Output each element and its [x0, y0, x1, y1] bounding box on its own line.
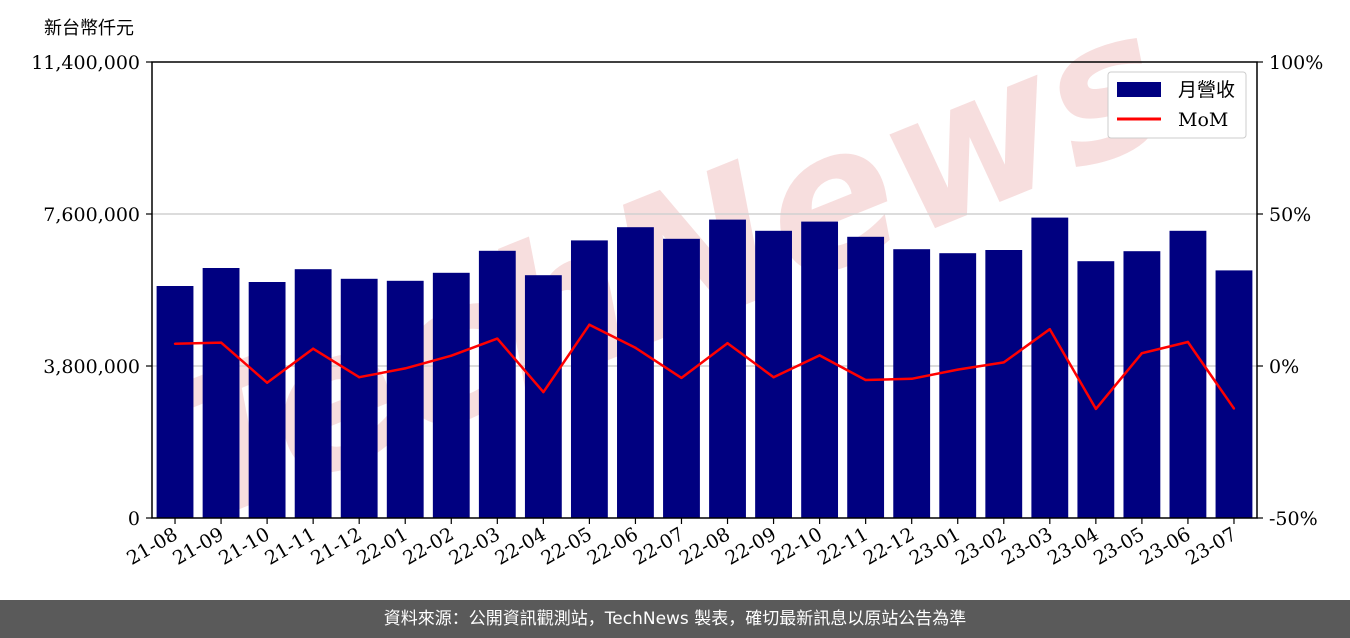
revenue-bar [294, 269, 332, 518]
revenue-bar [893, 249, 931, 518]
x-tick-label: 22-02 [399, 523, 457, 569]
mom-point [1186, 340, 1190, 344]
revenue-bar [985, 250, 1023, 518]
legend-label-mom: MoM [1178, 109, 1228, 131]
revenue-bar [202, 268, 240, 518]
y-axis-unit-label: 新台幣仟元 [44, 18, 134, 39]
legend: 月營收 MoM [1107, 71, 1247, 139]
mom-point [1002, 361, 1005, 364]
x-tick-label: 23-05 [1090, 523, 1148, 569]
source-footer: 資料來源：公開資訊觀測站，TechNews 製表，確切最新訊息以原站公告為準 [0, 600, 1350, 638]
gridlines [152, 213, 1257, 367]
x-tick-label: 22-10 [768, 523, 826, 569]
x-tick-label: 23-02 [952, 523, 1010, 569]
revenue-bar [1077, 261, 1115, 518]
x-tick-label: 22-12 [860, 523, 918, 569]
x-tick-label: 22-01 [353, 523, 411, 569]
revenue-bar [755, 230, 792, 519]
mom-point [173, 342, 177, 346]
plot-frame [151, 61, 1258, 519]
x-tick-label: 22-07 [630, 523, 688, 569]
x-tick-label: 23-03 [998, 523, 1056, 569]
revenue-bar [156, 286, 194, 518]
mom-point [1232, 407, 1236, 410]
x-tick-label: 22-11 [814, 523, 872, 569]
mom-point [910, 377, 913, 380]
revenue-bar [340, 278, 378, 518]
mom-point [404, 367, 407, 370]
mom-point [956, 368, 959, 371]
x-tick-label: 22-05 [537, 523, 595, 569]
revenue-bar [248, 282, 286, 518]
y-right-tick-label: 50% [1269, 204, 1311, 226]
revenue-bars [156, 217, 1253, 519]
mom-point [680, 376, 683, 380]
mom-point [818, 354, 821, 357]
revenue-bar [709, 219, 746, 518]
mom-point [634, 346, 637, 349]
revenue-bar [617, 227, 654, 518]
x-tick-label: 21-12 [307, 523, 365, 569]
y-right-tick-label: 0% [1269, 356, 1299, 378]
mom-point [496, 337, 499, 340]
revenue-bar [939, 253, 977, 518]
x-tick-label: 21-08 [123, 523, 181, 569]
y-left-tick-label: 7,600,000 [43, 204, 140, 226]
x-tick-label: 22-04 [491, 523, 549, 569]
revenue-bar [847, 236, 885, 519]
revenue-bar [478, 250, 516, 519]
revenue-bar [1123, 251, 1161, 518]
mom-point [542, 390, 545, 394]
mom-point [219, 341, 223, 344]
mom-point [864, 378, 867, 382]
y-right-tick-label: -50% [1269, 508, 1318, 530]
y-right-tick-label: 100% [1269, 52, 1323, 74]
x-tick-label: 22-06 [583, 523, 641, 569]
x-tick-label: 23-07 [1182, 523, 1240, 569]
x-tick-label: 22-09 [722, 523, 780, 569]
y-left-tick-label: 3,800,000 [43, 356, 140, 378]
mom-point [357, 376, 361, 379]
mom-line-layer [173, 323, 1236, 411]
revenue-bar [801, 221, 839, 518]
revenue-bar [570, 240, 608, 518]
y-left-tick-label: 11,400,000 [31, 52, 140, 74]
x-tick-label: 22-03 [445, 523, 503, 569]
mom-point [1094, 407, 1098, 411]
x-tick-label: 23-06 [1136, 523, 1194, 569]
legend-label-revenue: 月營收 [1178, 79, 1235, 101]
revenue-bar [524, 275, 562, 518]
chart: TechNews 03,800,0007,600,00011,400,000-5… [31, 0, 1323, 570]
revenue-bar [386, 280, 424, 518]
revenue-bar [1169, 230, 1207, 519]
x-tick-label: 22-08 [676, 523, 734, 569]
revenue-bar [432, 272, 470, 518]
mom-point [265, 381, 269, 384]
mom-point [726, 342, 729, 345]
legend-bar-swatch [1117, 82, 1161, 97]
mom-line [174, 323, 1236, 411]
y-left-tick-label: 0 [128, 508, 140, 530]
x-tick-label: 23-01 [906, 523, 964, 569]
mom-point [450, 354, 453, 357]
revenue-bar [1215, 270, 1253, 518]
x-tick-label: 23-04 [1044, 523, 1102, 569]
mom-point [311, 347, 315, 350]
mom-point [1048, 328, 1052, 331]
mom-point [588, 323, 591, 326]
mom-point [772, 376, 775, 379]
revenue-bar [1031, 217, 1069, 518]
mom-point [1140, 352, 1144, 355]
